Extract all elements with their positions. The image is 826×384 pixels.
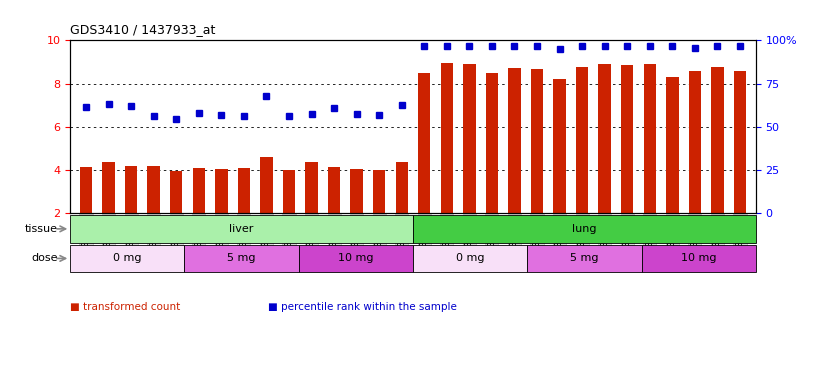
- Bar: [599, 64, 611, 213]
- Bar: [125, 166, 137, 213]
- Bar: [440, 63, 453, 213]
- Bar: [642, 245, 756, 272]
- Text: ■ transformed count: ■ transformed count: [70, 302, 180, 312]
- Text: tissue: tissue: [25, 224, 58, 234]
- Bar: [260, 157, 273, 213]
- Bar: [733, 71, 746, 213]
- Text: 0 mg: 0 mg: [113, 253, 141, 263]
- Bar: [689, 71, 701, 213]
- Bar: [70, 215, 413, 243]
- Bar: [463, 64, 476, 213]
- Bar: [418, 73, 430, 213]
- Text: 10 mg: 10 mg: [338, 253, 373, 263]
- Bar: [328, 167, 340, 213]
- Bar: [413, 245, 527, 272]
- Text: 10 mg: 10 mg: [681, 253, 716, 263]
- Text: liver: liver: [230, 224, 254, 234]
- Bar: [80, 167, 93, 213]
- Bar: [486, 73, 498, 213]
- Bar: [531, 70, 544, 213]
- Bar: [148, 166, 160, 213]
- Bar: [621, 65, 634, 213]
- Bar: [299, 245, 413, 272]
- Bar: [102, 162, 115, 213]
- Bar: [711, 67, 724, 213]
- Bar: [576, 67, 588, 213]
- Bar: [527, 245, 642, 272]
- Bar: [215, 169, 227, 213]
- Text: 5 mg: 5 mg: [227, 253, 256, 263]
- Bar: [508, 68, 520, 213]
- Bar: [184, 245, 299, 272]
- Bar: [413, 215, 756, 243]
- Bar: [238, 168, 250, 213]
- Text: 0 mg: 0 mg: [456, 253, 484, 263]
- Bar: [282, 170, 295, 213]
- Text: GDS3410 / 1437933_at: GDS3410 / 1437933_at: [70, 23, 216, 36]
- Bar: [396, 162, 408, 213]
- Bar: [170, 171, 183, 213]
- Bar: [192, 168, 205, 213]
- Text: ■ percentile rank within the sample: ■ percentile rank within the sample: [268, 302, 458, 312]
- Bar: [373, 170, 386, 213]
- Bar: [70, 245, 184, 272]
- Bar: [306, 162, 318, 213]
- Text: lung: lung: [572, 224, 596, 234]
- Text: 5 mg: 5 mg: [570, 253, 599, 263]
- Bar: [643, 64, 656, 213]
- Bar: [666, 77, 678, 213]
- Bar: [553, 79, 566, 213]
- Bar: [350, 169, 363, 213]
- Text: dose: dose: [31, 253, 58, 263]
